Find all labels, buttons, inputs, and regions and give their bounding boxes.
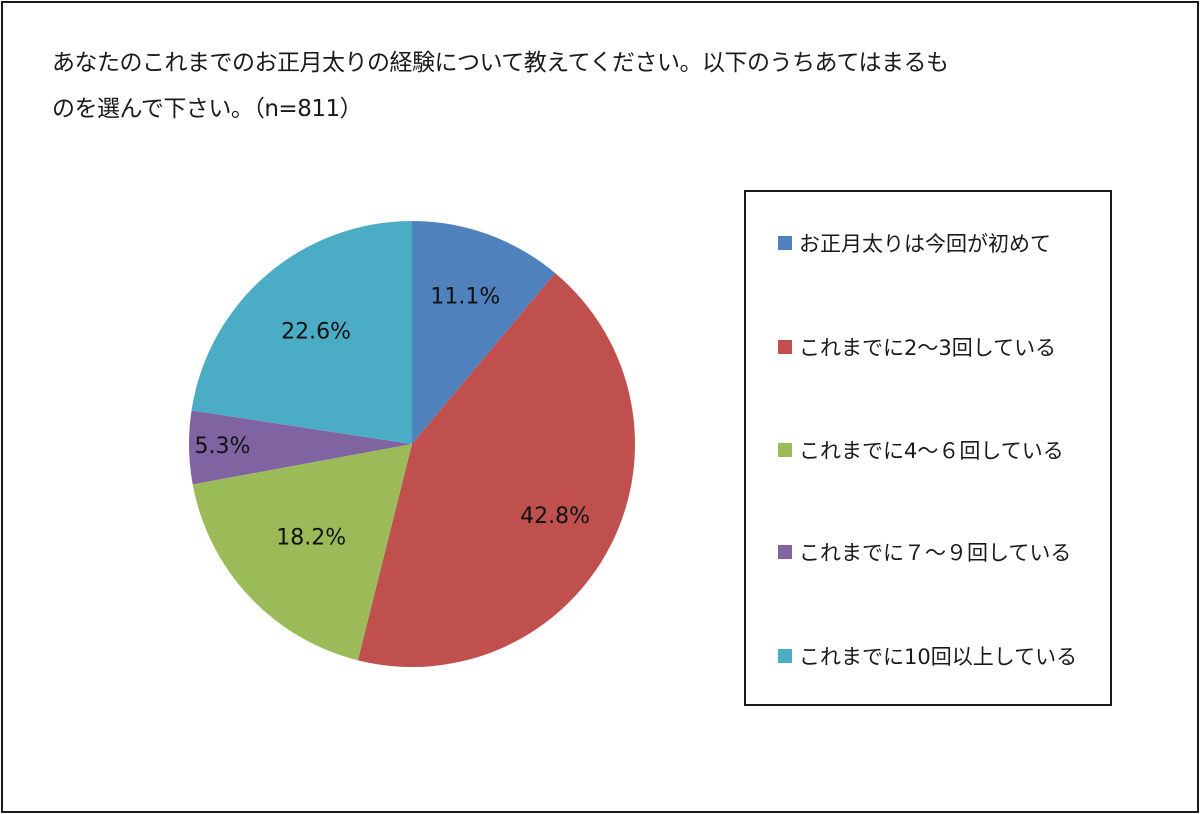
pie-slices xyxy=(189,221,636,668)
legend-item-10-plus-times: これまでに10回以上している xyxy=(778,641,1077,671)
legend-label: これまでに2～3回している xyxy=(799,336,1057,360)
pie-data-label: 5.3% xyxy=(195,434,251,459)
chart-title-line-2: のを選んで下さい。（n=811） xyxy=(52,96,363,122)
legend-label: これまでに７～９回している xyxy=(799,541,1072,565)
pie-slice xyxy=(189,410,412,485)
pie-labels: 11.1% 42.8% 18.2% 5.3% 22.6% xyxy=(195,284,590,550)
legend-item-first-time: お正月太りは今回が初めて xyxy=(778,228,1051,258)
pie-slice xyxy=(191,221,412,444)
legend-label: これまでに10回以上している xyxy=(799,645,1078,669)
legend-swatch xyxy=(778,649,792,663)
pie-data-label: 42.8% xyxy=(520,504,590,529)
legend-label: お正月太りは今回が初めて xyxy=(799,232,1051,256)
pie-data-label: 11.1% xyxy=(430,284,500,309)
pie-slice xyxy=(357,273,636,668)
pie-data-label: 18.2% xyxy=(276,526,346,551)
legend-swatch xyxy=(778,236,792,250)
chart-title-line-1: あなたのこれまでのお正月太りの経験について教えてください。以下のうちあてはまるも xyxy=(52,50,949,76)
pie-slice xyxy=(192,444,412,661)
pie-slice xyxy=(412,221,556,444)
legend-swatch xyxy=(778,443,792,457)
legend-swatch xyxy=(778,340,792,354)
chart-title: あなたのこれまでのお正月太りの経験について教えてください。以下のうちあてはまるも… xyxy=(52,40,992,132)
pie-data-label: 22.6% xyxy=(281,319,351,344)
legend-label: これまでに4～６回している xyxy=(799,439,1064,463)
legend-swatch xyxy=(778,545,792,559)
legend-item-4-6-times: これまでに4～６回している xyxy=(778,435,1064,465)
legend-item-2-3-times: これまでに2～3回している xyxy=(778,332,1056,362)
legend-item-7-9-times: これまでに７～９回している xyxy=(778,537,1071,567)
legend: お正月太りは今回が初めて これまでに2～3回している これまでに4～６回している… xyxy=(744,190,1112,706)
